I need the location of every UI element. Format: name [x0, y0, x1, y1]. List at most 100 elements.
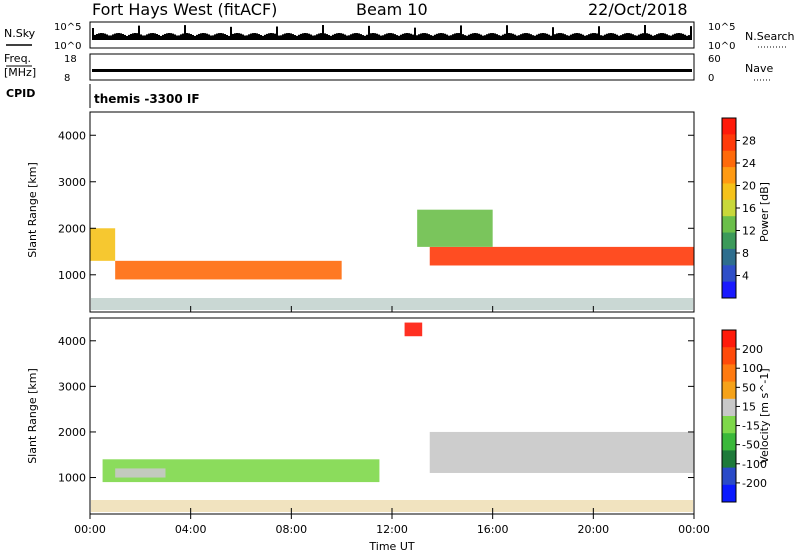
nsky-bar	[602, 35, 604, 40]
nsky-bar	[312, 35, 314, 40]
nsky-bar	[124, 34, 126, 40]
nsky-bar	[474, 33, 476, 40]
nsky-bar	[134, 33, 136, 40]
nsky-bar	[164, 33, 166, 40]
nsky-bar	[462, 34, 464, 40]
nsky-bar	[558, 33, 560, 40]
nsky-bar	[660, 33, 662, 40]
nsky-bar	[588, 34, 590, 40]
nave-tick-bottom: 0	[708, 73, 714, 84]
nsky-bar	[224, 34, 226, 40]
nsky-bar	[690, 26, 692, 40]
nsky-bar	[306, 33, 308, 40]
velocity-colorbar-label: Velocity [m s^-1]	[758, 368, 771, 463]
nsky-bar	[546, 33, 548, 40]
colorbar-tick-label: 50	[742, 381, 756, 394]
velocity-colorbar: 200 100 50 15 -15 -50 -100 -200	[721, 329, 767, 503]
nsky-bar	[288, 33, 290, 40]
nsky-bar	[244, 35, 246, 40]
nsky-bar	[330, 35, 332, 40]
nsky-bar	[418, 34, 420, 40]
nsky-bar	[526, 33, 528, 40]
colorbar-tick-label: 28	[742, 135, 756, 148]
nsky-bar	[372, 33, 374, 40]
nsky-bar	[332, 34, 334, 40]
nsky-bar	[636, 35, 638, 40]
nsky-bar	[638, 34, 640, 40]
colorbar-tick-label: 4	[742, 270, 749, 283]
nsky-bar	[100, 33, 102, 40]
nsky-bar	[210, 35, 212, 40]
nsky-bar	[508, 33, 510, 40]
colorbar-segment	[722, 347, 736, 365]
colorbar-segment	[722, 150, 736, 168]
colorbar-segment	[722, 281, 736, 299]
nsky-bar	[674, 33, 676, 40]
nsky-bar	[390, 33, 392, 40]
colorbar-tick-label: -200	[742, 477, 767, 490]
colorbar-segment	[722, 167, 736, 184]
nsky-bar	[370, 33, 372, 40]
nsky-bar	[688, 35, 690, 40]
xaxis-tick-label: 12:00	[376, 523, 408, 536]
nsky-bar	[402, 33, 404, 40]
nsky-bar	[552, 27, 554, 40]
colorbar-segment	[722, 265, 736, 283]
nsky-bar	[550, 35, 552, 40]
date-label: 22/Oct/2018	[588, 0, 688, 19]
heatmap-cell	[429, 431, 694, 473]
nsky-bar	[112, 34, 114, 40]
nsky-bar	[386, 33, 388, 40]
nsky-bar	[564, 34, 566, 40]
nsky-bar	[630, 33, 632, 40]
nsky-bar	[326, 34, 328, 40]
nsky-bar	[320, 33, 322, 40]
nsky-bar	[398, 35, 400, 40]
nsky-bar	[612, 33, 614, 40]
nsky-bar	[454, 33, 456, 40]
nsky-bar	[420, 33, 422, 40]
cpid-label: CPID	[6, 87, 35, 100]
nsky-tick-top: 10^5	[54, 22, 81, 33]
nsky-bar	[250, 33, 252, 40]
nsky-bar	[290, 33, 292, 40]
colorbar-tick-label: 20	[742, 180, 756, 193]
power-colorbar-label: Power [dB]	[758, 182, 771, 242]
nsky-bar	[226, 34, 228, 40]
nsky-bar	[256, 33, 258, 40]
nsky-bar	[136, 33, 138, 40]
xaxis-tick-label: 00:00	[678, 523, 710, 536]
nsky-bar	[594, 33, 596, 40]
nsky-bar	[632, 34, 634, 40]
heatmap-cell	[115, 260, 342, 280]
nsky-bar	[364, 35, 366, 40]
nsky-bar	[346, 35, 348, 40]
nsky-bar	[322, 25, 324, 40]
nsky-bar	[236, 33, 238, 40]
nsky-bar	[498, 35, 500, 40]
nsky-bar	[614, 33, 616, 40]
nsky-bar	[338, 33, 340, 40]
ytick-label: 4000	[58, 335, 86, 348]
nsky-bar	[566, 35, 568, 40]
nsky-bar	[94, 34, 96, 40]
nsky-bar	[234, 33, 236, 40]
nsky-bar	[104, 33, 106, 40]
freq-bar	[92, 69, 692, 72]
nsky-bar	[452, 34, 454, 40]
colorbar-tick-label: -50	[742, 439, 760, 452]
nsky-bar	[368, 25, 370, 40]
nsky-bar	[598, 26, 600, 40]
nsky-bar	[524, 33, 526, 40]
velocity-ylabel: Slant Range [km]	[26, 368, 39, 464]
nsky-bar	[438, 33, 440, 40]
nsky-bar	[148, 33, 150, 40]
nsky-bar	[516, 35, 518, 40]
nsky-bar	[308, 33, 310, 40]
nsky-bar	[294, 35, 296, 40]
nsky-bar	[200, 33, 202, 40]
colorbar-segment	[722, 134, 736, 152]
nsky-bar	[262, 35, 264, 40]
nsky-bar	[656, 34, 658, 40]
nsky-bar	[202, 33, 204, 40]
